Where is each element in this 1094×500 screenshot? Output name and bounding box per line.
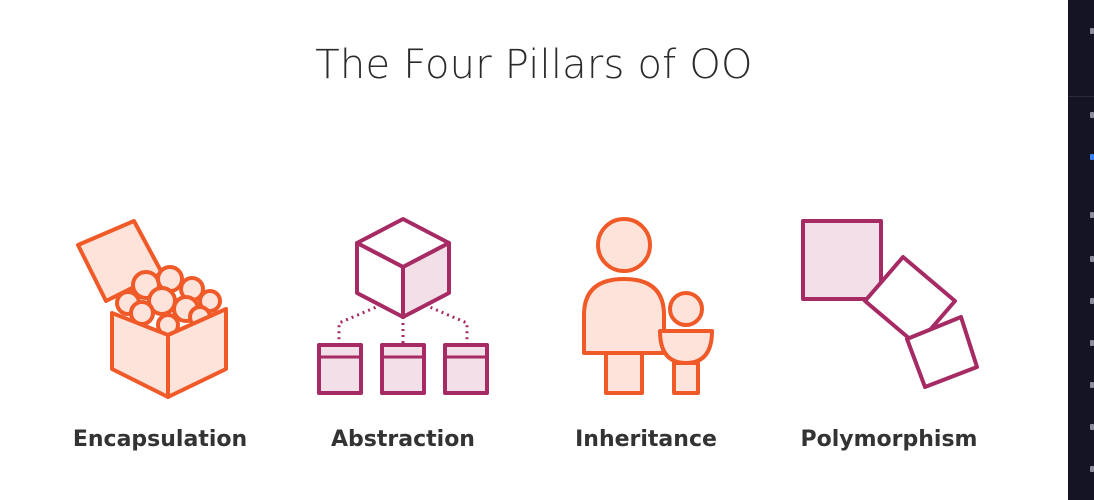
side-panel-marker: [1090, 382, 1094, 388]
rotating-squares-icon: [801, 219, 979, 389]
pillar-polymorphism: Polymorphism: [779, 205, 999, 475]
side-panel-marker: [1090, 466, 1094, 472]
open-box-with-balls-icon: [76, 219, 228, 399]
slide: The Four Pillars of OO: [50, 42, 999, 475]
pillar-abstraction: Abstraction: [293, 205, 513, 475]
pillar-label: Encapsulation: [72, 427, 248, 452]
side-panel-marker: [1090, 112, 1094, 118]
parent-and-child-icon: [582, 217, 714, 395]
pillar-encapsulation: Encapsulation: [50, 205, 270, 475]
slide-title: The Four Pillars of OO: [315, 42, 753, 88]
side-panel-marker: [1090, 212, 1094, 218]
cube-hierarchy-icon: [317, 217, 489, 395]
pillar-label: Abstraction: [331, 427, 475, 452]
pillar-label: Inheritance: [575, 427, 717, 452]
pillar-inheritance: Inheritance: [536, 205, 756, 475]
side-panel-marker: [1090, 298, 1094, 304]
side-panel-marker: [1090, 256, 1094, 262]
pillar-label: Polymorphism: [800, 427, 978, 452]
side-panel-marker: [1090, 154, 1094, 160]
side-panel: [1068, 0, 1094, 500]
side-panel-marker: [1090, 424, 1094, 430]
side-panel-marker: [1090, 28, 1094, 34]
side-panel-divider: [1068, 96, 1094, 97]
side-panel-marker: [1090, 340, 1094, 346]
